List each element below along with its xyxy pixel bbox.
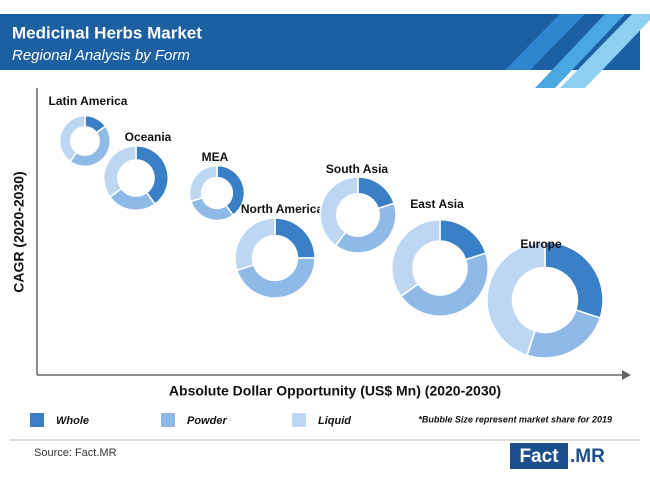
header-stripe <box>535 14 625 88</box>
region-label: Latin America <box>49 94 128 108</box>
region-label: South Asia <box>326 162 389 176</box>
note: *Bubble Size represent market share for … <box>418 414 612 424</box>
bubble-size <box>391 219 489 317</box>
y-axis-label: CAGR (2020-2030) <box>11 171 27 292</box>
header-banner <box>0 14 640 70</box>
legend-swatch <box>292 413 306 427</box>
region-label: Oceania <box>125 130 172 144</box>
logo-text: .MR <box>570 446 605 467</box>
region-label: East Asia <box>410 197 464 211</box>
region-label: Europe <box>520 237 562 251</box>
logo-box <box>510 443 568 469</box>
bubble-size <box>103 145 169 211</box>
region-label: MEA <box>202 150 229 164</box>
legend-swatch <box>161 413 175 427</box>
chart-title: Medicinal Herbs Market <box>12 23 202 42</box>
logo-text: Fact <box>519 446 559 467</box>
bubble-size <box>59 115 111 167</box>
bubble-size <box>319 176 397 254</box>
legend-label: Powder <box>187 415 227 427</box>
bubble-size <box>189 165 245 221</box>
x-axis-arrow <box>622 370 631 380</box>
legend-label: Liquid <box>318 415 351 427</box>
region-label: North America <box>241 202 324 216</box>
bubble-size <box>234 217 316 299</box>
bubble-size <box>486 241 604 359</box>
header-stripe <box>560 14 650 88</box>
legend-swatch <box>30 413 44 427</box>
header-stripe <box>505 14 585 70</box>
legend-label: Whole <box>56 415 89 427</box>
chart-subtitle: Regional Analysis by Form <box>12 47 190 64</box>
x-axis-label: Absolute Dollar Opportunity (US$ Mn) (20… <box>169 383 501 399</box>
source: Source: Fact.MR <box>34 447 117 459</box>
